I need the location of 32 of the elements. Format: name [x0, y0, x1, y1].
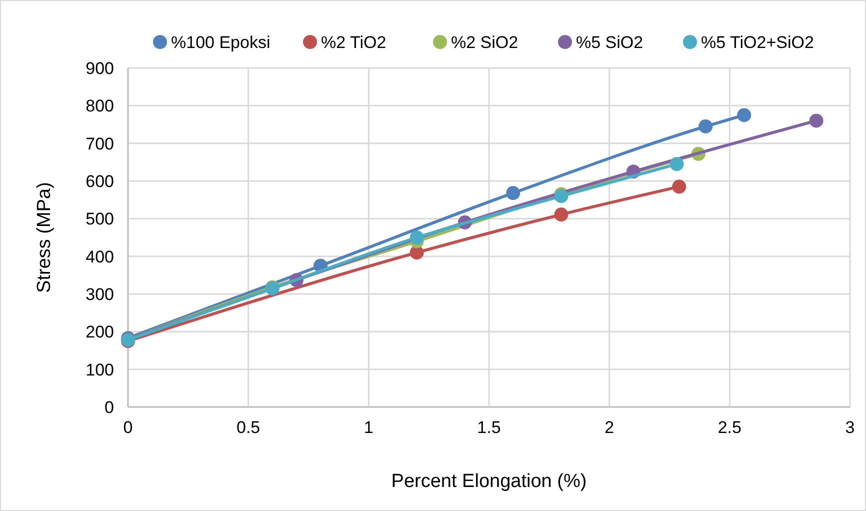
legend-label: %100 Epoksi — [171, 33, 270, 52]
y-tick-label: 200 — [86, 322, 114, 342]
y-tick-label: 600 — [86, 172, 114, 191]
x-tick-label: 1 — [364, 418, 374, 437]
legend-label: %5 SiO2 — [576, 33, 644, 52]
y-tick-label: 700 — [86, 134, 114, 154]
y-tick-label: 900 — [86, 59, 114, 78]
x-tick-label: 3 — [845, 418, 855, 437]
point — [809, 114, 824, 128]
point — [672, 180, 686, 194]
point — [506, 186, 520, 200]
y-tick-label: 800 — [86, 96, 114, 116]
x-tick-label: 0.5 — [236, 418, 260, 437]
point — [670, 157, 684, 172]
point — [698, 119, 713, 134]
x-tick-label: 1.5 — [477, 418, 501, 437]
legend-label: %2 TiO2 — [321, 33, 386, 52]
x-tick-label: 2.5 — [718, 418, 742, 437]
y-tick-label: 0 — [104, 398, 114, 417]
y-tick-label: 500 — [86, 210, 114, 229]
x-tick-label: 0 — [123, 418, 133, 437]
legend-label: %2 SiO2 — [451, 33, 518, 52]
legend-label: %5 TiO2+SiO2 — [701, 33, 814, 52]
y-axis-title: Stress (MPa) — [34, 182, 55, 293]
y-tick-label: 100 — [86, 360, 114, 380]
y-tick-label: 300 — [86, 285, 114, 304]
x-tick-label: 2 — [604, 418, 614, 437]
point — [737, 108, 752, 122]
y-tick-label: 400 — [86, 247, 114, 266]
x-axis-title: Percent Elongation (%) — [391, 471, 587, 492]
point — [410, 230, 424, 244]
point — [554, 208, 568, 222]
